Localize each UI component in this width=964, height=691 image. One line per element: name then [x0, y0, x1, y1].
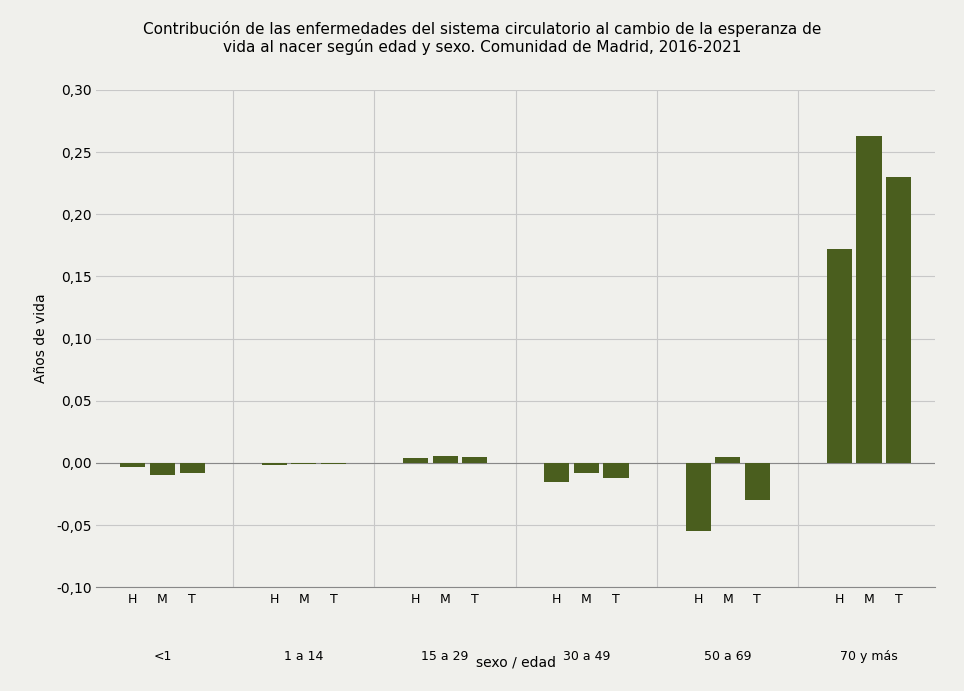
Bar [261, 463, 286, 466]
Text: 70 y más: 70 y más [840, 650, 897, 663]
Bar [856, 136, 881, 463]
Bar [291, 463, 316, 464]
Bar [685, 463, 710, 531]
X-axis label: sexo / edad: sexo / edad [476, 656, 555, 670]
Y-axis label: Años de vida: Años de vida [34, 294, 47, 384]
Bar [321, 463, 346, 464]
Bar [433, 455, 458, 463]
Text: 15 a 29: 15 a 29 [421, 650, 469, 663]
Bar [886, 177, 911, 463]
Bar [827, 249, 852, 463]
Text: 1 a 14: 1 a 14 [284, 650, 324, 663]
Bar [150, 463, 175, 475]
Bar [179, 463, 204, 473]
Bar [603, 463, 629, 478]
Text: 50 a 69: 50 a 69 [704, 650, 752, 663]
Bar [574, 463, 599, 473]
Bar [745, 463, 770, 500]
Bar [715, 457, 740, 463]
Text: Contribución de las enfermedades del sistema circulatorio al cambio de la espera: Contribución de las enfermedades del sis… [143, 21, 821, 55]
Text: 30 a 49: 30 a 49 [563, 650, 610, 663]
Bar [462, 457, 487, 463]
Text: <1: <1 [153, 650, 172, 663]
Bar [545, 463, 570, 482]
Bar [403, 458, 428, 463]
Bar [120, 463, 146, 466]
